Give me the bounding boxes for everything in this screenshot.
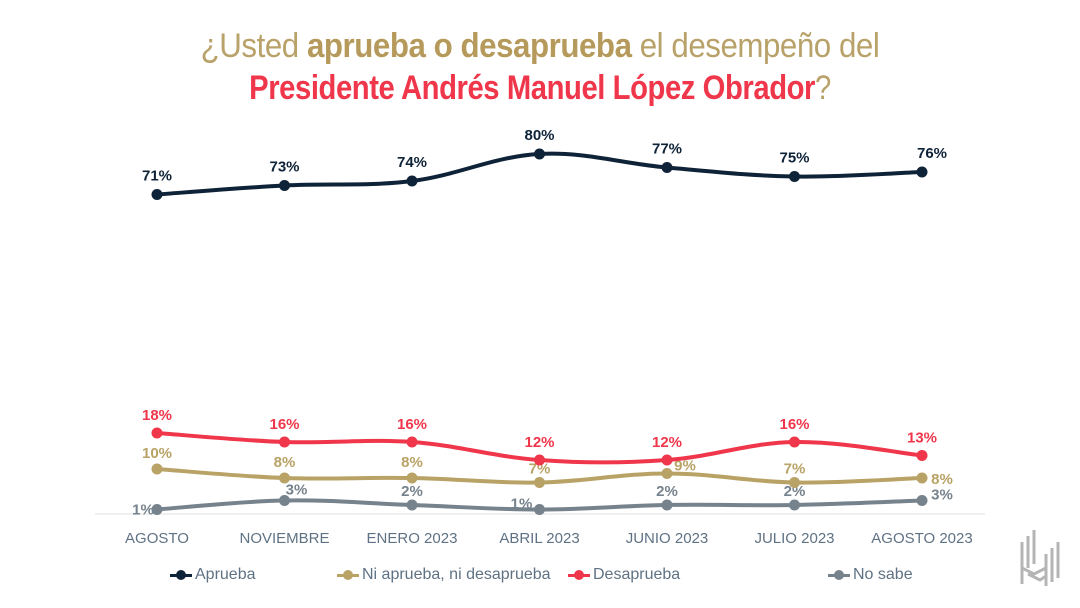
brand-logo-icon bbox=[1020, 530, 1060, 586]
data-label: 7% bbox=[784, 461, 806, 478]
data-point bbox=[916, 166, 928, 178]
data-label: 9% bbox=[674, 458, 696, 475]
series-aprueba: 71% 73% 74% 80% 77% 75% 76% bbox=[142, 127, 947, 200]
data-point bbox=[916, 450, 928, 461]
data-point bbox=[534, 148, 545, 160]
data-point bbox=[151, 463, 163, 475]
data-point bbox=[151, 189, 163, 200]
data-label: 16% bbox=[779, 416, 809, 433]
legend-marker-icon bbox=[170, 570, 192, 580]
data-point bbox=[534, 454, 545, 466]
data-label: 74% bbox=[397, 154, 427, 171]
data-label: 3% bbox=[931, 487, 953, 504]
legend-marker-icon bbox=[568, 570, 590, 580]
legend-marker-icon bbox=[828, 570, 850, 580]
title-subject: Presidente Andrés Manuel López Obrador bbox=[249, 69, 816, 107]
data-label: 8% bbox=[931, 471, 953, 488]
data-point bbox=[789, 499, 800, 511]
data-point bbox=[151, 427, 163, 439]
data-point bbox=[916, 495, 928, 506]
legend-item: Aprueba bbox=[170, 566, 256, 584]
data-label: 2% bbox=[401, 483, 423, 500]
legend-label: Desaprueba bbox=[593, 566, 681, 583]
x-axis-labels: AGOSTO NOVIEMBRE ENERO 2023 ABRIL 2023 JUNIO… bbox=[125, 530, 973, 547]
series-layer: 1% 3% 2% 1% 2% 2% 3% 10% 8% 8% 7% 9% 7% 8% 18% 16% 16% 12… bbox=[132, 127, 953, 519]
data-point bbox=[534, 504, 545, 515]
legend: Aprueba Ni aprueba, ni desaprueba Desaprue… bbox=[0, 566, 1080, 590]
data-point bbox=[789, 436, 800, 448]
data-label: 10% bbox=[142, 445, 172, 462]
data-label: 1% bbox=[132, 502, 154, 519]
data-label: 80% bbox=[524, 127, 554, 144]
data-point bbox=[661, 162, 673, 173]
legend-marker-icon bbox=[337, 570, 359, 580]
data-label: 76% bbox=[917, 145, 947, 162]
legend-label: Ni aprueba, ni desaprueba bbox=[362, 566, 551, 583]
data-point bbox=[661, 454, 673, 466]
data-point bbox=[661, 499, 673, 511]
legend-item: No sabe bbox=[828, 566, 913, 584]
data-point bbox=[789, 171, 800, 182]
legend-label: Aprueba bbox=[195, 566, 256, 583]
legend-item: Desaprueba bbox=[568, 566, 680, 584]
data-label: 71% bbox=[142, 168, 172, 185]
data-label: 2% bbox=[656, 483, 678, 500]
data-label: 73% bbox=[269, 159, 299, 176]
data-point bbox=[406, 436, 418, 448]
data-label: 13% bbox=[907, 430, 937, 447]
x-tick-label: AGOSTO bbox=[125, 530, 189, 547]
data-point bbox=[406, 472, 418, 484]
data-label: 8% bbox=[401, 454, 423, 471]
data-label: 75% bbox=[779, 150, 809, 167]
data-point bbox=[406, 175, 418, 187]
x-tick-label: NOVIEMBRE bbox=[239, 530, 329, 547]
data-point bbox=[661, 468, 673, 479]
data-label: 2% bbox=[784, 483, 806, 500]
data-label: 8% bbox=[274, 454, 296, 471]
data-label: 7% bbox=[529, 461, 551, 478]
title-text: el desempeño del bbox=[631, 27, 880, 65]
legend-label: No sabe bbox=[853, 566, 913, 583]
x-tick-label: JULIO 2023 bbox=[754, 530, 834, 547]
chart-title-line-2: Presidente Andrés Manuel López Obrador? bbox=[76, 68, 1005, 108]
data-label: 16% bbox=[397, 416, 427, 433]
data-label: 18% bbox=[142, 407, 172, 424]
data-point bbox=[406, 499, 418, 511]
legend-item: Ni aprueba, ni desaprueba bbox=[337, 566, 551, 584]
x-tick-label: ENERO 2023 bbox=[367, 530, 458, 547]
series-ni-aprueba-ni-desaprueba: 10% 8% 8% 7% 9% 7% 8% bbox=[142, 445, 953, 488]
data-point bbox=[534, 477, 545, 488]
series-no-sabe: 1% 3% 2% 1% 2% 2% 3% bbox=[132, 482, 953, 519]
data-label: 3% bbox=[286, 482, 308, 499]
data-label: 77% bbox=[652, 141, 682, 158]
data-point bbox=[279, 495, 290, 506]
data-point bbox=[279, 180, 290, 191]
title-text: ¿Usted bbox=[200, 27, 307, 65]
data-point bbox=[279, 436, 290, 448]
series-desaprueba: 18% 16% 16% 12% 12% 16% 13% bbox=[142, 407, 937, 466]
x-tick-label: ABRIL 2023 bbox=[499, 530, 579, 547]
title-emphasis: aprueba o desaprueba bbox=[306, 27, 632, 65]
x-tick-label: JUNIO 2023 bbox=[626, 530, 709, 547]
data-point bbox=[279, 472, 290, 484]
data-label: 1% bbox=[511, 496, 533, 513]
data-point bbox=[916, 472, 928, 484]
data-label: 12% bbox=[524, 434, 554, 451]
data-point bbox=[789, 477, 800, 488]
x-tick-label: AGOSTO 2023 bbox=[871, 530, 972, 547]
chart-title-line-1: ¿Usted aprueba o desaprueba el desempeño… bbox=[43, 26, 1037, 66]
title-question-mark: ? bbox=[815, 69, 831, 107]
data-label: 16% bbox=[269, 416, 299, 433]
data-label: 12% bbox=[652, 434, 682, 451]
data-point bbox=[151, 504, 163, 515]
